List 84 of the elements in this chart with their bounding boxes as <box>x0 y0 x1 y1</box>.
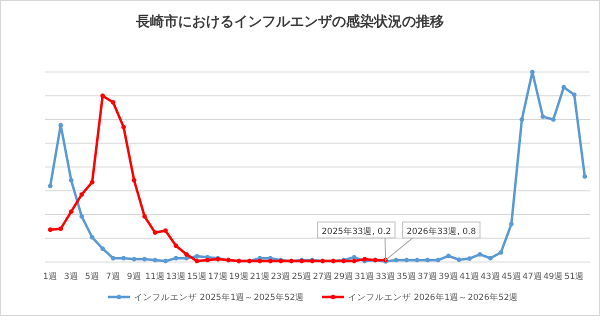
point <box>142 214 147 219</box>
x-tick-label: 39週 <box>438 271 458 282</box>
point <box>90 180 94 184</box>
point <box>100 246 105 251</box>
point <box>530 70 535 74</box>
point <box>456 257 462 262</box>
point <box>394 258 398 262</box>
legend-label: インフルエンザ 2025年1週～2025年52週 <box>134 292 304 303</box>
x-tick-label: 37週 <box>418 271 438 282</box>
point <box>174 256 178 260</box>
point <box>48 227 53 232</box>
x-tick-label: 45週 <box>501 271 522 282</box>
annotation: 2026年33週, 0.8 <box>406 226 476 237</box>
point <box>90 235 94 240</box>
point <box>58 226 64 232</box>
point <box>540 114 546 119</box>
point <box>268 258 273 264</box>
point <box>152 258 158 262</box>
point <box>132 178 136 183</box>
point <box>404 258 409 262</box>
point <box>163 258 168 264</box>
x-tick-label: 49週 <box>543 271 564 282</box>
point <box>110 256 116 260</box>
point <box>352 258 356 264</box>
x-tick-label: 43週 <box>480 271 500 282</box>
point <box>132 256 136 262</box>
x-tick-label: 31週 <box>354 271 375 282</box>
x-tick-label: 19週 <box>228 271 249 282</box>
point <box>488 256 493 260</box>
legend-label: インフルエンザ 2026年1週～2026年52週 <box>348 292 518 303</box>
point <box>436 258 440 262</box>
point <box>48 184 53 188</box>
point <box>425 258 430 262</box>
point <box>121 256 126 260</box>
point <box>163 228 168 233</box>
chart-title: 長崎市におけるインフルエンザの感染状況の推移 <box>135 13 444 30</box>
x-tick-label: 1週 <box>43 271 58 282</box>
x-tick-label: 11週 <box>145 271 165 282</box>
point <box>414 258 420 262</box>
x-tick-label: 3週 <box>64 271 78 282</box>
x-tick-label: 5週 <box>84 271 100 282</box>
point <box>68 209 74 214</box>
x-tick-label: 9週 <box>126 271 142 282</box>
point <box>68 178 74 183</box>
point <box>194 254 200 259</box>
x-tick-label: 33週 <box>376 271 396 282</box>
x-tick-label: 41週 <box>460 271 480 282</box>
x-tick-label: 29週 <box>334 271 354 282</box>
x-tick-label: 51週 <box>564 271 584 282</box>
x-tick-label: 7週 <box>106 271 120 282</box>
x-tick-label: 17週 <box>208 271 228 282</box>
x-tick-label: 15週 <box>187 271 207 282</box>
point <box>258 258 262 264</box>
point <box>446 254 451 258</box>
point <box>58 122 64 128</box>
point <box>184 252 189 257</box>
x-tick-label: 21週 <box>250 271 270 282</box>
x-tick-label: 47週 <box>522 271 542 282</box>
point <box>352 254 356 260</box>
x-tick-label: 25週 <box>292 271 312 282</box>
x-tick-label: 23週 <box>270 271 291 282</box>
x-tick-label: 27週 <box>312 271 333 282</box>
point <box>478 252 482 257</box>
point <box>582 174 588 179</box>
point <box>520 117 524 122</box>
point <box>194 258 200 264</box>
point <box>79 214 84 219</box>
x-tick-label: 13週 <box>166 271 186 282</box>
point <box>572 92 577 98</box>
x-tick-label: 35週 <box>396 271 416 282</box>
point <box>509 222 514 226</box>
point <box>467 256 472 261</box>
annotation: 2025年33週, 0.2 <box>322 226 391 237</box>
point <box>152 230 158 235</box>
point <box>498 250 504 255</box>
point <box>142 256 147 262</box>
callout: 2025年33週, 0.2 <box>317 222 396 262</box>
point <box>100 93 105 98</box>
point <box>110 100 116 105</box>
point <box>551 117 556 122</box>
point <box>174 244 178 248</box>
point <box>79 192 84 197</box>
point <box>121 124 126 130</box>
point <box>205 258 210 262</box>
